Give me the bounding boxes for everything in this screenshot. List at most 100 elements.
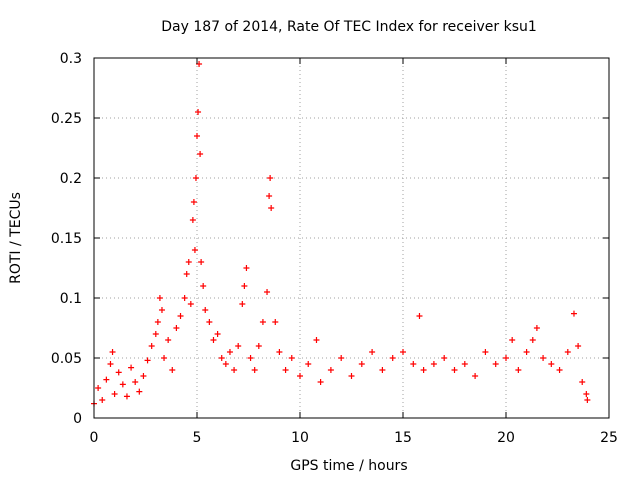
x-tick-label: 5 — [193, 430, 202, 446]
data-point — [570, 310, 577, 317]
x-tick-label: 15 — [394, 430, 412, 446]
data-point — [410, 361, 417, 367]
data-point — [235, 343, 242, 349]
y-tick-label: 0.1 — [60, 291, 82, 307]
data-point — [579, 379, 586, 385]
data-point — [564, 349, 571, 355]
data-point — [540, 355, 547, 361]
x-axis-ticks: 0 5 10 15 20 25 — [90, 58, 618, 446]
data-point — [317, 379, 324, 385]
y-tick-label: 0.25 — [51, 111, 82, 127]
data-point — [348, 373, 355, 379]
data-point — [297, 373, 303, 379]
data-point — [202, 307, 209, 313]
data-point — [173, 325, 180, 331]
data-point — [214, 331, 221, 337]
data-point — [132, 379, 139, 385]
data-point — [503, 355, 509, 361]
data-point — [441, 355, 448, 361]
data-point — [548, 361, 555, 367]
data-point — [268, 205, 275, 211]
data-point — [190, 199, 197, 205]
data-point — [218, 355, 225, 361]
data-point — [192, 175, 199, 181]
data-point — [156, 295, 163, 301]
y-tick-label: 0.2 — [60, 171, 82, 187]
data-point — [99, 397, 106, 403]
data-point — [140, 373, 147, 379]
x-tick-label: 25 — [600, 430, 618, 446]
y-tick-label: 0 — [73, 411, 82, 427]
data-point — [247, 355, 254, 361]
data-point — [210, 337, 217, 343]
data-point — [128, 364, 135, 371]
x-tick-label: 20 — [497, 430, 515, 446]
data-point — [158, 307, 165, 313]
data-point — [177, 313, 184, 319]
data-point — [267, 175, 274, 181]
data-point — [451, 367, 458, 373]
data-points — [91, 61, 591, 407]
data-point — [533, 325, 540, 331]
data-point — [161, 355, 168, 361]
data-point — [197, 151, 204, 157]
data-point — [272, 319, 279, 325]
data-point — [369, 349, 376, 355]
data-point — [529, 337, 536, 343]
data-point — [194, 133, 200, 139]
x-tick-label: 0 — [90, 430, 99, 446]
chart-title: Day 187 of 2014, Rate Of TEC Index for r… — [161, 19, 537, 35]
y-axis-ticks: 0 0.05 0.1 0.15 0.2 0.25 0.3 — [51, 51, 609, 427]
data-point — [515, 367, 522, 373]
data-point — [259, 319, 266, 325]
data-point — [239, 301, 246, 307]
data-point — [400, 349, 406, 355]
data-point — [181, 295, 188, 301]
grid-lines — [94, 58, 609, 418]
y-tick-label: 0.05 — [51, 351, 82, 367]
data-point — [187, 301, 194, 307]
data-point — [288, 355, 295, 361]
x-tick-label: 10 — [291, 430, 309, 446]
data-point — [111, 391, 118, 397]
data-point — [472, 373, 479, 379]
data-point — [123, 393, 130, 400]
data-point — [165, 337, 172, 343]
data-point — [148, 343, 155, 349]
data-point — [575, 343, 582, 349]
data-point — [416, 313, 423, 319]
data-point — [509, 337, 516, 343]
data-point — [183, 271, 190, 277]
data-point — [327, 367, 334, 373]
data-point — [255, 343, 262, 349]
data-point — [200, 283, 207, 289]
data-point — [198, 259, 205, 265]
data-point — [95, 385, 102, 391]
data-point — [169, 367, 176, 373]
data-point — [583, 391, 590, 397]
data-point — [119, 381, 126, 388]
data-point — [206, 319, 213, 325]
data-point — [191, 247, 198, 253]
data-point — [251, 367, 258, 373]
y-tick-label: 0.3 — [60, 51, 82, 67]
data-point — [313, 337, 320, 343]
data-point — [109, 349, 116, 355]
data-point — [305, 361, 312, 367]
data-point — [430, 361, 437, 367]
x-axis-label: GPS time / hours — [290, 458, 407, 474]
data-point — [115, 369, 122, 376]
data-point — [152, 331, 159, 337]
y-axis-label: ROTI / TECUs — [8, 192, 24, 284]
data-point — [266, 193, 273, 199]
data-point — [584, 397, 591, 403]
data-point — [492, 361, 499, 367]
data-point — [241, 283, 248, 289]
data-point — [185, 259, 192, 265]
data-point — [276, 349, 283, 355]
data-point — [482, 349, 489, 355]
data-point — [222, 361, 229, 367]
data-point — [136, 388, 143, 395]
data-point — [195, 109, 202, 115]
